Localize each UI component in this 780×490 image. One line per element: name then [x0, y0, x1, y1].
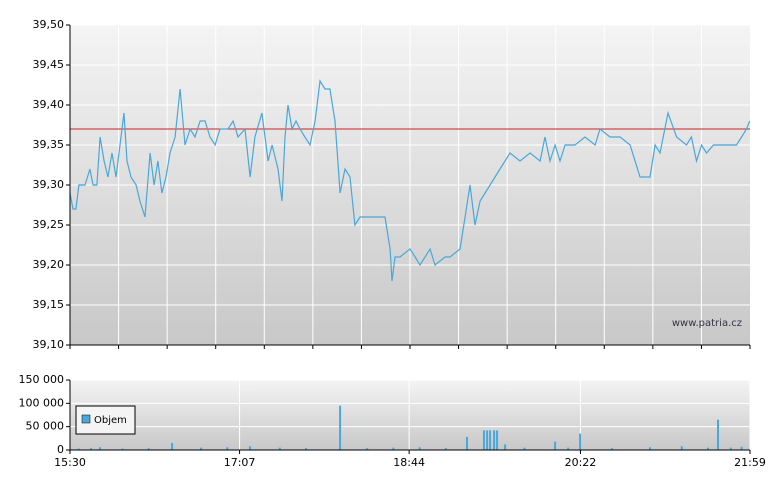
x-tick-label: 20:22 [565, 456, 597, 469]
volume-bar [496, 430, 499, 450]
volume-bar [579, 433, 582, 450]
volume-bar [99, 447, 102, 450]
volume-bar [418, 447, 421, 450]
legend-label: Objem [94, 415, 127, 426]
volume-bar [649, 447, 652, 450]
volume-bar [717, 419, 720, 450]
y-tick-label: 0 [57, 443, 64, 456]
y-tick-label: 39,30 [33, 178, 65, 191]
volume-bar [489, 430, 492, 450]
x-tick-label: 17:07 [224, 456, 256, 469]
volume-bar [89, 448, 92, 450]
volume-bar [504, 444, 507, 450]
y-tick-label: 39,35 [33, 138, 65, 151]
volume-bar [147, 448, 150, 450]
y-tick-label: 150 000 [19, 373, 65, 386]
volume-bar [554, 441, 557, 450]
volume-bar [366, 448, 369, 450]
volume-bar [304, 448, 307, 450]
volume-bar [200, 447, 203, 450]
volume-bar [523, 447, 526, 450]
volume-bar [740, 446, 743, 450]
volume-bar [482, 430, 485, 450]
watermark: www.patria.cz [672, 318, 742, 329]
volume-bar [278, 447, 281, 450]
volume-bar [444, 448, 447, 450]
volume-bar [392, 447, 395, 450]
volume-bar [610, 448, 613, 450]
y-tick-label: 39,45 [33, 58, 65, 71]
volume-bar [567, 447, 570, 450]
y-tick-label: 50 000 [26, 420, 65, 433]
volume-bar [339, 405, 342, 450]
volume-bar [729, 447, 732, 450]
volume-bar [465, 436, 468, 450]
y-tick-label: 39,50 [33, 18, 65, 31]
y-tick-label: 39,25 [33, 218, 65, 231]
volume-bar [249, 446, 252, 450]
volume-bar [493, 430, 496, 450]
x-tick-label: 18:44 [393, 456, 425, 469]
y-tick-label: 39,40 [33, 98, 65, 111]
price-line [69, 79, 751, 282]
volume-bar [707, 447, 710, 450]
legend-swatch [81, 414, 91, 424]
y-tick-label: 100 000 [19, 396, 65, 409]
volume-bar [486, 430, 489, 450]
x-tick-label: 21:59 [734, 456, 766, 469]
volume-bar [77, 448, 80, 450]
volume-bar [226, 447, 229, 450]
y-tick-label: 39,10 [33, 338, 65, 351]
volume-bar [171, 443, 174, 450]
volume-plot [70, 380, 750, 450]
x-tick-label: 15:30 [54, 456, 86, 469]
volume-bar [680, 446, 683, 450]
volume-bar [121, 448, 124, 450]
y-tick-label: 39,15 [33, 298, 65, 311]
y-tick-label: 39,20 [33, 258, 65, 271]
